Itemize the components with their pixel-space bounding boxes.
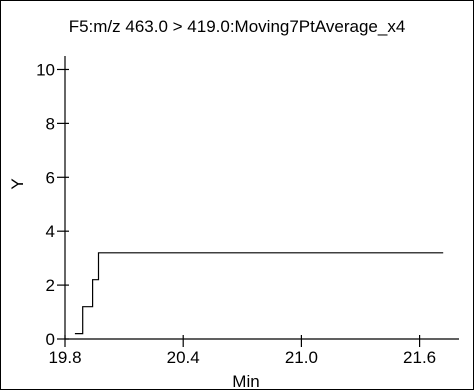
y-tick-label: 8 <box>46 114 55 133</box>
y-tick-label: 10 <box>36 60 55 79</box>
x-tick-label: 21.0 <box>285 348 318 367</box>
series-line <box>74 252 444 335</box>
x-tick-label: 19.8 <box>48 348 81 367</box>
chart-title: F5:m/z 463.0 > 419.0:Moving7PtAverage_x4 <box>69 17 406 36</box>
y-tick-label: 0 <box>46 330 55 349</box>
y-tick-label: 2 <box>46 276 55 295</box>
plot-area: 0 2 4 6 8 10 19.8 20.4 21.0 21.6 <box>36 56 459 367</box>
y-tick-label: 6 <box>46 168 55 187</box>
x-tick-label: 21.6 <box>403 348 436 367</box>
x-axis-label: Min <box>232 372 259 389</box>
y-axis-label: Y <box>8 178 27 189</box>
y-tick-label: 4 <box>46 222 55 241</box>
x-tick-label: 20.4 <box>167 348 200 367</box>
